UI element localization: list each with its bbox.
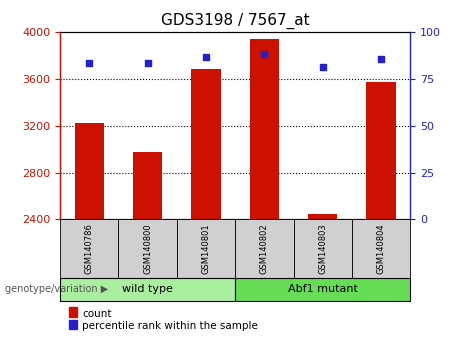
Text: GSM140801: GSM140801 <box>201 223 210 274</box>
Point <box>319 64 326 69</box>
Bar <box>75 123 104 219</box>
Title: GDS3198 / 7567_at: GDS3198 / 7567_at <box>161 13 309 29</box>
Bar <box>133 152 162 219</box>
Bar <box>250 39 279 219</box>
Text: percentile rank within the sample: percentile rank within the sample <box>82 321 258 331</box>
Text: count: count <box>82 309 112 319</box>
Point <box>85 60 93 65</box>
Point <box>378 56 385 62</box>
Text: GSM140786: GSM140786 <box>85 223 94 274</box>
Point <box>144 60 151 65</box>
Text: GSM140804: GSM140804 <box>377 223 385 274</box>
Text: wild type: wild type <box>122 284 173 295</box>
Point <box>202 55 210 60</box>
Bar <box>308 213 337 219</box>
Point <box>260 52 268 57</box>
Bar <box>191 69 220 219</box>
Text: GSM140802: GSM140802 <box>260 223 269 274</box>
Text: GSM140800: GSM140800 <box>143 223 152 274</box>
Text: Abf1 mutant: Abf1 mutant <box>288 284 358 295</box>
Text: GSM140803: GSM140803 <box>318 223 327 274</box>
Text: genotype/variation ▶: genotype/variation ▶ <box>5 284 108 295</box>
Bar <box>366 82 396 219</box>
